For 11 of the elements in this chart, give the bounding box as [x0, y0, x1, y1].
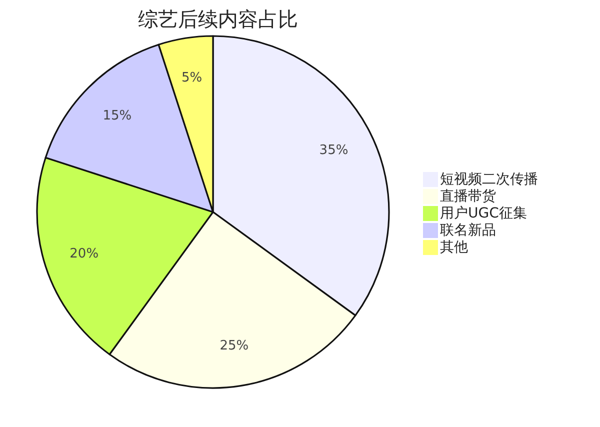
data-label: 5%	[181, 70, 202, 86]
legend-label: 短视频二次传播	[440, 172, 538, 188]
legend-label: 联名新品	[440, 222, 496, 238]
legend-label: 用户UGC征集	[440, 206, 527, 222]
data-label: 35%	[319, 142, 348, 158]
legend-label: 直播带货	[440, 188, 496, 204]
data-label: 25%	[220, 338, 249, 354]
data-label: 20%	[70, 246, 99, 262]
legend-label: 其他	[440, 240, 468, 256]
data-label: 15%	[102, 108, 132, 124]
chart-title: 综艺后续内容占比	[138, 7, 298, 31]
